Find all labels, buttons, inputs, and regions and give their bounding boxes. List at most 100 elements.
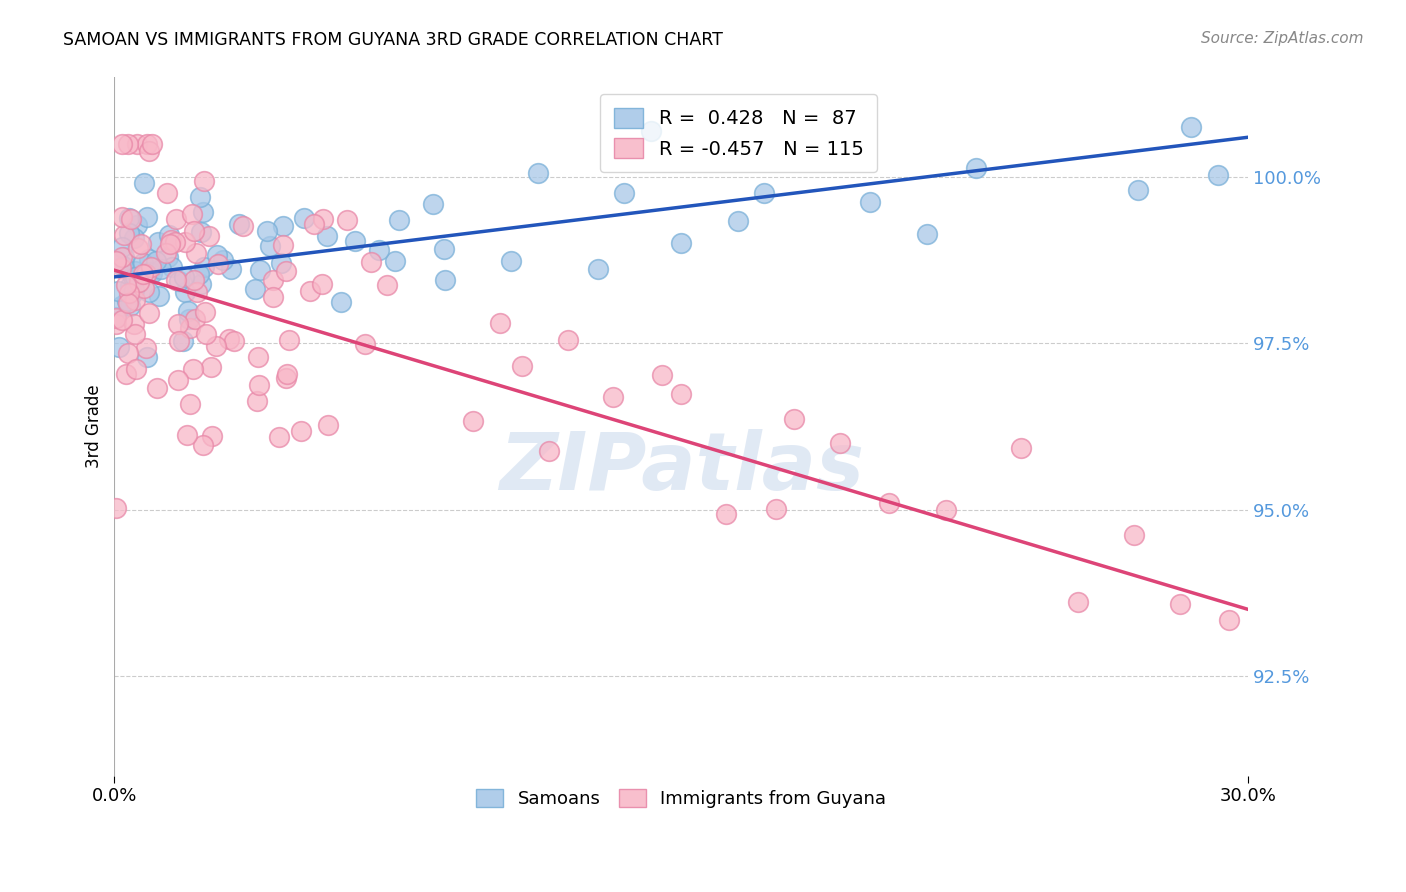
Point	[783, 412, 806, 426]
Point	[125, 136, 148, 151]
Point	[120, 299, 142, 313]
Point	[302, 218, 325, 232]
Point	[135, 210, 157, 224]
Point	[135, 341, 157, 355]
Point	[222, 334, 245, 349]
Point	[149, 262, 172, 277]
Point	[1168, 597, 1191, 611]
Point	[859, 195, 882, 210]
Point	[602, 390, 624, 404]
Point	[205, 339, 228, 353]
Point	[270, 256, 292, 270]
Point	[488, 317, 510, 331]
Point	[640, 124, 662, 138]
Point	[128, 275, 150, 289]
Point	[135, 136, 157, 151]
Point	[124, 270, 146, 285]
Point	[136, 350, 159, 364]
Point	[156, 186, 179, 201]
Point	[184, 245, 207, 260]
Point	[124, 327, 146, 342]
Point	[122, 270, 145, 285]
Point	[292, 211, 315, 225]
Point	[141, 260, 163, 274]
Point	[228, 217, 250, 231]
Point	[212, 252, 235, 267]
Point	[141, 266, 163, 280]
Point	[195, 326, 218, 341]
Point	[115, 293, 138, 308]
Point	[117, 295, 139, 310]
Point	[1180, 120, 1202, 134]
Text: ZIPatlas: ZIPatlas	[499, 429, 863, 508]
Point	[269, 430, 291, 444]
Point	[165, 211, 187, 226]
Point	[271, 238, 294, 252]
Point	[179, 312, 201, 326]
Point	[179, 321, 201, 335]
Point	[148, 289, 170, 303]
Point	[183, 224, 205, 238]
Point	[1067, 595, 1090, 609]
Point	[118, 286, 141, 301]
Point	[105, 500, 128, 515]
Point	[360, 255, 382, 269]
Point	[114, 277, 136, 292]
Point	[277, 333, 299, 347]
Point	[117, 346, 139, 360]
Point	[124, 293, 146, 307]
Point	[245, 282, 267, 296]
Point	[330, 295, 353, 310]
Point	[247, 350, 270, 364]
Point	[129, 237, 152, 252]
Point	[108, 256, 131, 270]
Text: Source: ZipAtlas.com: Source: ZipAtlas.com	[1201, 31, 1364, 46]
Point	[586, 261, 609, 276]
Point	[935, 503, 957, 517]
Point	[276, 368, 298, 382]
Point	[271, 219, 294, 234]
Point	[165, 273, 187, 287]
Point	[173, 285, 195, 299]
Point	[384, 253, 406, 268]
Point	[169, 334, 191, 349]
Point	[167, 274, 190, 288]
Point	[124, 361, 146, 376]
Point	[232, 219, 254, 233]
Point	[193, 438, 215, 452]
Point	[336, 213, 359, 227]
Point	[1010, 441, 1032, 455]
Y-axis label: 3rd Grade: 3rd Grade	[86, 384, 103, 468]
Point	[290, 424, 312, 438]
Point	[127, 241, 149, 255]
Point	[132, 267, 155, 281]
Point	[181, 361, 204, 376]
Point	[205, 248, 228, 262]
Point	[105, 311, 128, 326]
Point	[110, 260, 132, 275]
Point	[368, 243, 391, 257]
Point	[163, 235, 186, 249]
Point	[218, 332, 240, 346]
Point	[433, 242, 456, 256]
Point	[107, 339, 129, 353]
Point	[1128, 183, 1150, 197]
Point	[877, 496, 900, 510]
Point	[173, 269, 195, 284]
Point	[138, 265, 160, 279]
Point	[122, 318, 145, 332]
Point	[125, 218, 148, 232]
Point	[915, 227, 938, 241]
Point	[193, 260, 215, 275]
Point	[191, 205, 214, 219]
Point	[186, 285, 208, 299]
Point	[965, 161, 987, 176]
Point	[112, 228, 135, 243]
Point	[669, 386, 692, 401]
Point	[557, 333, 579, 347]
Point	[117, 211, 139, 225]
Point	[135, 268, 157, 282]
Point	[138, 285, 160, 299]
Point	[259, 238, 281, 252]
Point	[176, 427, 198, 442]
